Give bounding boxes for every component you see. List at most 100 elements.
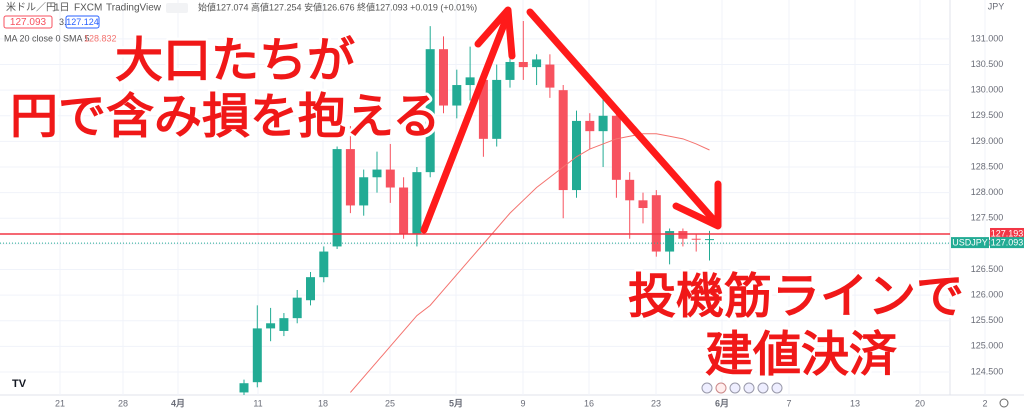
candle-body bbox=[665, 231, 675, 252]
currency: JPY bbox=[988, 1, 1005, 11]
last-price-label: 127.093 bbox=[991, 237, 1024, 247]
buy-price: 127.124 bbox=[66, 17, 99, 27]
candle-body bbox=[585, 120, 595, 132]
provider: TradingView bbox=[106, 3, 162, 14]
y-tick-label: 126.000 bbox=[971, 289, 1004, 299]
y-tick-label: 131.000 bbox=[971, 33, 1004, 43]
y-tick-label: 128.500 bbox=[971, 161, 1004, 171]
interval: 1日 bbox=[54, 3, 70, 14]
x-tick-label: 9 bbox=[520, 398, 525, 408]
event-icon[interactable] bbox=[743, 382, 755, 394]
event-icon[interactable] bbox=[715, 382, 727, 394]
x-tick-label: 20 bbox=[915, 398, 925, 408]
ticker-box bbox=[951, 237, 989, 249]
candle-body bbox=[598, 115, 608, 132]
source: FXCM bbox=[74, 3, 102, 14]
settings-icon[interactable] bbox=[999, 398, 1009, 408]
event-icon[interactable] bbox=[729, 382, 741, 394]
annotations: 大口たちが 円で含み損を抱える 投機筋ラインで 建値決済 bbox=[7, 32, 967, 385]
arrow-up bbox=[420, 18, 509, 234]
flag-button[interactable] bbox=[166, 3, 188, 13]
y-tick-label: 125.000 bbox=[971, 341, 1004, 351]
candle-body bbox=[439, 49, 448, 106]
price-line-label-box bbox=[990, 227, 1024, 239]
y-tick-label: 129.500 bbox=[971, 110, 1004, 120]
y-tick-label: 128.000 bbox=[971, 187, 1004, 197]
candle-body bbox=[425, 49, 435, 173]
candle-body bbox=[385, 169, 395, 188]
indicator-value: 128.832 bbox=[84, 33, 117, 43]
x-tick-label: 7 bbox=[786, 398, 791, 408]
x-tick-label: 25 bbox=[385, 398, 395, 408]
buy-button[interactable] bbox=[65, 15, 100, 29]
labels: 米ドル／円 1日 FXCM TradingView 始値127.074 高値12… bbox=[3, 1, 1024, 408]
symbol: 米ドル／円 bbox=[6, 1, 56, 14]
last-price-box bbox=[990, 237, 1024, 249]
candle-body bbox=[518, 61, 528, 68]
candle-body bbox=[279, 318, 289, 331]
candle-body bbox=[372, 169, 382, 178]
x-tick-label: 11 bbox=[253, 398, 262, 408]
x-tick-label: 18 bbox=[318, 398, 328, 408]
spread: 3.1 bbox=[59, 17, 72, 27]
candle-body bbox=[611, 115, 621, 180]
annotation: 円で含み損を抱える bbox=[10, 91, 441, 144]
event-icons bbox=[701, 382, 783, 394]
candle-body bbox=[651, 195, 661, 252]
candle-body bbox=[705, 239, 714, 241]
y-tick-label: 130.500 bbox=[971, 59, 1004, 69]
x-tick-label: 6月 bbox=[715, 398, 729, 408]
candle-body bbox=[266, 323, 276, 329]
candle-body bbox=[292, 297, 302, 319]
arrow-down bbox=[526, 8, 716, 222]
annotation: 建値決済 bbox=[705, 329, 898, 382]
candle-body bbox=[399, 187, 409, 234]
annotation-arrows bbox=[420, 6, 722, 234]
candle-body bbox=[252, 328, 262, 383]
candle-body bbox=[492, 79, 502, 139]
candle-body bbox=[332, 149, 342, 247]
indicator: MA 20 close 0 SMA 5 bbox=[4, 33, 90, 43]
event-icon[interactable] bbox=[771, 382, 783, 394]
logo: TV bbox=[12, 378, 27, 390]
candle-body bbox=[505, 61, 515, 80]
y-tick-label: 129.000 bbox=[971, 136, 1004, 146]
candle-body bbox=[319, 251, 329, 278]
x-tick-label: 21 bbox=[55, 398, 65, 408]
x-tick-label: 23 bbox=[651, 398, 661, 408]
y-tick-label: 130.000 bbox=[971, 85, 1004, 95]
candle-body bbox=[359, 177, 369, 206]
candle-body bbox=[239, 383, 249, 393]
candle-body bbox=[465, 77, 475, 86]
x-tick-label: 4月 bbox=[171, 398, 185, 408]
moving-average bbox=[350, 133, 710, 393]
candle-body bbox=[532, 59, 542, 68]
candle-body bbox=[691, 238, 701, 240]
sell-price: 127.093 bbox=[10, 17, 47, 28]
event-icon[interactable] bbox=[757, 382, 769, 394]
candle-body bbox=[678, 231, 688, 239]
y-tick-label: 125.500 bbox=[971, 315, 1004, 325]
annotation: 大口たちが bbox=[115, 35, 355, 88]
candle-body bbox=[558, 90, 568, 191]
x-tick-label: 28 bbox=[118, 398, 128, 408]
y-tick-label: 124.500 bbox=[971, 366, 1004, 376]
sell-button[interactable] bbox=[3, 15, 53, 29]
ticker-label: USDJPY bbox=[952, 237, 988, 247]
candle-body bbox=[572, 120, 581, 191]
price-line-label: 127.193 bbox=[991, 228, 1024, 238]
candle-body bbox=[306, 277, 315, 301]
y-tick-label: 127.500 bbox=[971, 213, 1004, 223]
x-tick-label: 5月 bbox=[449, 398, 463, 408]
x-tick-label: 16 bbox=[584, 398, 594, 408]
x-tick-label: 2 bbox=[982, 398, 987, 408]
ohlc-line: 始値127.074 高値127.254 安値126.676 終値127.093 … bbox=[198, 1, 477, 12]
candle-body bbox=[638, 200, 648, 209]
y-tick-label: 126.500 bbox=[971, 264, 1004, 274]
marks bbox=[0, 21, 950, 395]
event-icon[interactable] bbox=[701, 382, 713, 394]
candle-body bbox=[478, 79, 488, 139]
arrow-down-head bbox=[672, 180, 722, 230]
candle-body bbox=[345, 149, 355, 206]
